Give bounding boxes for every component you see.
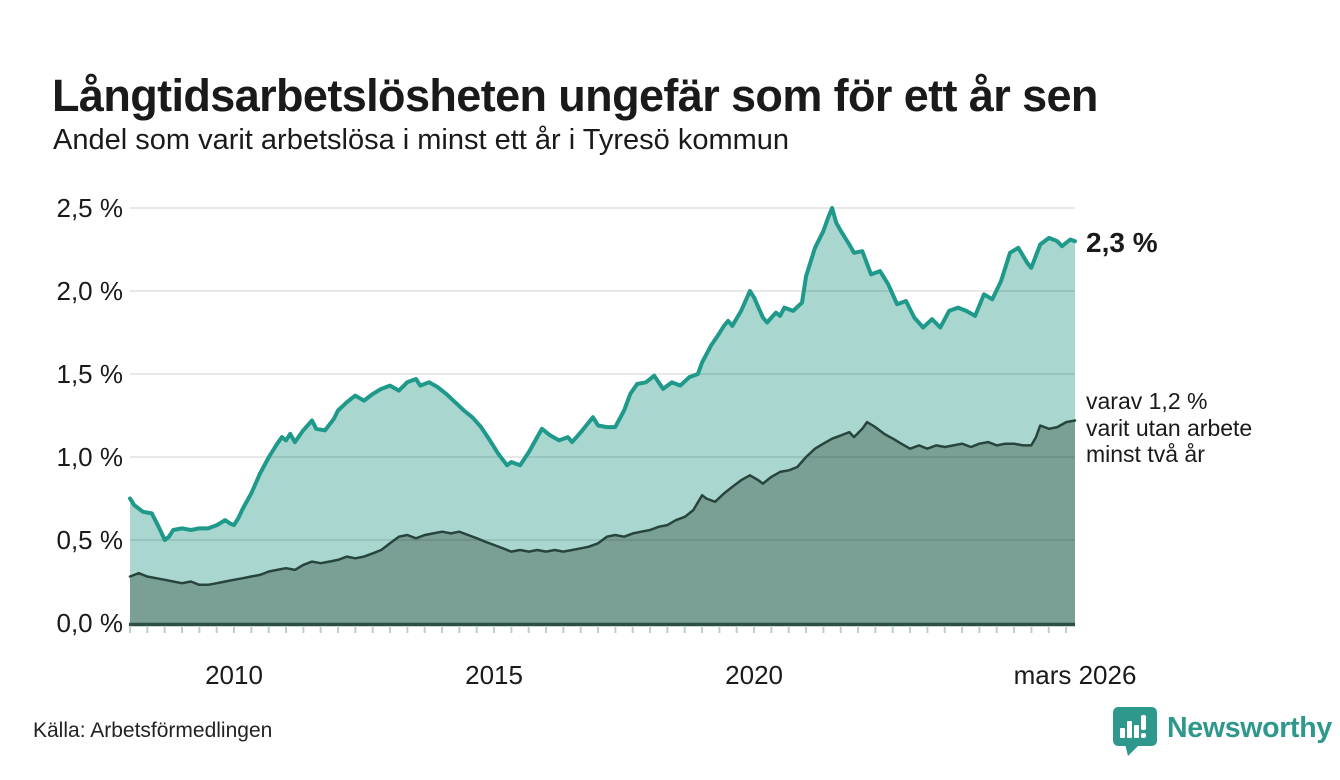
subset-annotation: varav 1,2 % varit utan arbete minst två … <box>1086 388 1252 468</box>
newsworthy-wordmark: Newsworthy <box>1167 712 1332 744</box>
series-area-two-years <box>130 420 1075 623</box>
area-fills <box>130 208 1075 623</box>
y-axis-label: 1,0 % <box>56 442 124 472</box>
series-line-two-years <box>128 419 1077 587</box>
y-axis-label: 1,5 % <box>56 359 124 389</box>
x-axis-label: 2020 <box>725 660 784 690</box>
x-axis-label: mars 2026 <box>1013 660 1137 690</box>
y-axis-label: 0,5 % <box>56 525 124 555</box>
y-axis-label: 0,0 % <box>56 608 124 638</box>
x-axis-label: 2015 <box>465 660 523 690</box>
subset-annotation-line: minst två år <box>1086 441 1205 467</box>
series-lines <box>128 206 1077 587</box>
y-axis-label: 2,0 % <box>56 276 124 306</box>
newsworthy-logo: Newsworthy <box>1112 706 1332 757</box>
subset-annotation-line: varav 1,2 % <box>1086 388 1208 414</box>
y-axis-label: 2,5 % <box>56 193 124 223</box>
source-note: Källa: Arbetsförmedlingen <box>33 719 273 742</box>
subset-annotation-line: varit utan arbete <box>1086 414 1253 441</box>
x-axis-label: 2010 <box>205 660 263 690</box>
x-axis-minor-ticks <box>129 627 1068 633</box>
page-title: Långtidsarbetslösheten ungefär som för e… <box>52 70 1098 122</box>
series-line-one-year <box>128 206 1077 542</box>
newsworthy-pin-icon <box>1113 707 1157 756</box>
chart-subtitle: Andel som varit arbetslösa i minst ett å… <box>53 124 790 156</box>
latest-value-annotation: 2,3 % <box>1086 227 1158 258</box>
